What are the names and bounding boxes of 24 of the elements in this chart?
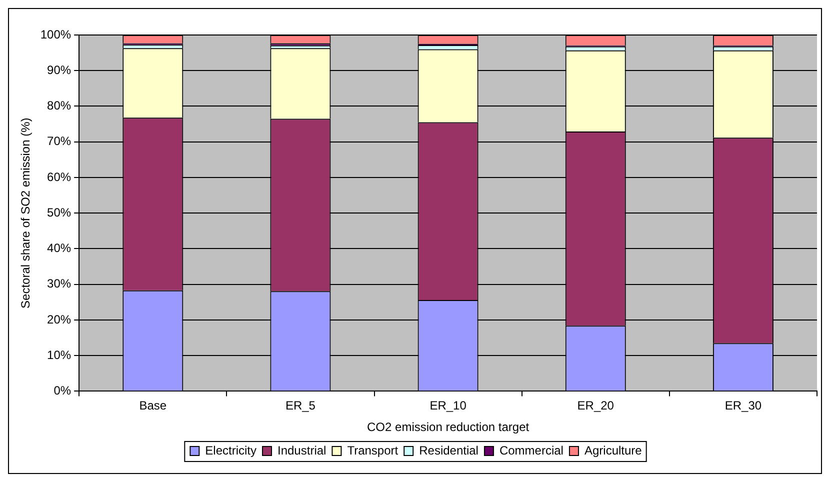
y-tick-label: 100% [40,27,72,42]
x-tick-label: ER_30 [724,398,762,413]
y-tick-label: 70% [47,134,72,148]
x-tick-label: ER_5 [285,398,316,413]
y-tick-label: 30% [47,276,72,291]
y-tick-label: 50% [47,205,72,220]
legend-label: Agriculture [584,443,642,458]
y-tick-label: 40% [47,241,72,256]
legend-label: Industrial [278,443,326,458]
legend-label: Transport [347,443,399,458]
x-tick-label: ER_10 [430,398,467,413]
x-tick-label: Base [139,398,167,413]
y-tick-label: 60% [47,170,72,184]
legend-label: Commercial [499,443,564,458]
legend-label: Electricity [205,443,257,458]
y-tick-label: 10% [47,348,72,362]
y-tick-label: 20% [47,312,72,326]
y-tick-label: 90% [47,62,72,77]
y-tick-label: 80% [47,98,72,113]
x-tick-label: ER_20 [577,398,614,413]
y-axis-title: Sectoral share of SO2 emission (%) [18,118,33,308]
y-tick-label: 0% [54,384,72,398]
x-axis-title: CO2 emission reduction target [367,420,530,434]
legend-label: Residential [419,443,478,458]
